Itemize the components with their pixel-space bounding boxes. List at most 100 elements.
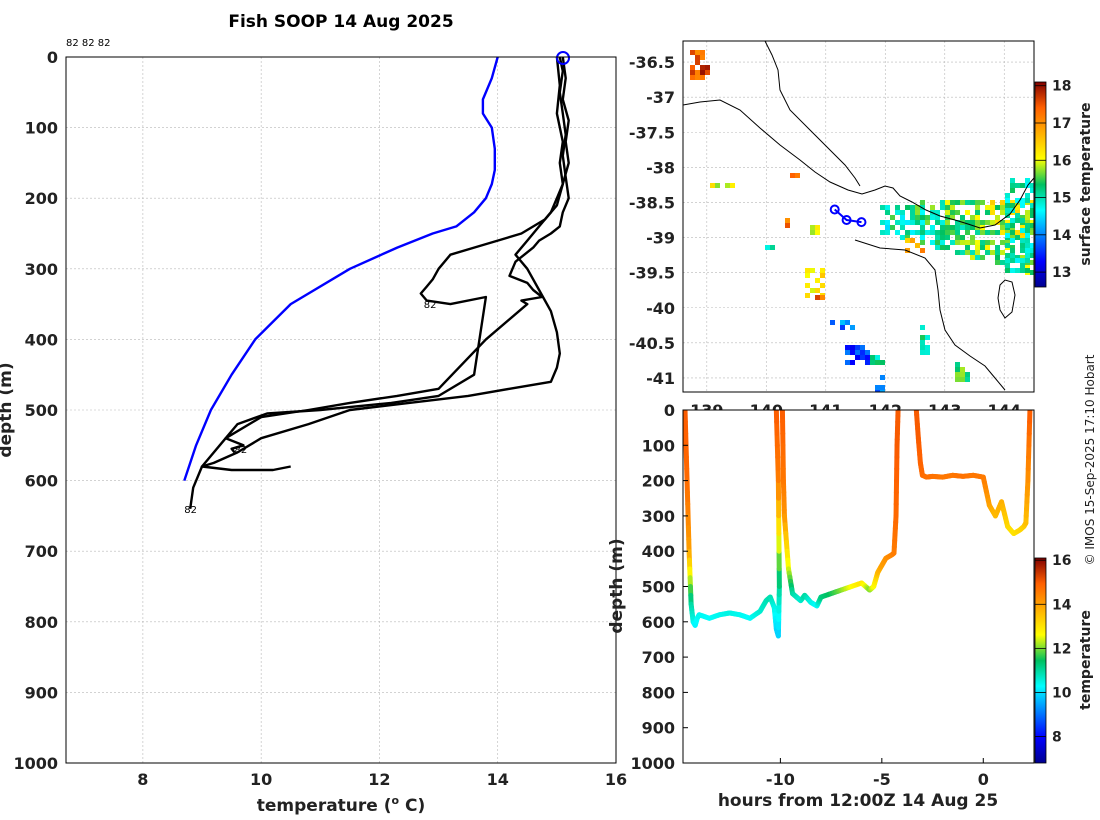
sst-pixel [940,245,945,250]
sst-pixel [695,70,700,75]
sst-pixel [1030,203,1034,208]
sst-pixel [700,50,705,55]
sst-pixel [895,230,900,235]
sst-pixel [840,325,845,330]
sst-pixel [1010,248,1015,253]
sst-pixel [790,173,795,178]
temperature-colorbar-tick-label: 14 [1052,597,1072,613]
sst-colorbar-tick-label: 16 [1052,153,1071,169]
time-y-tick-label: 1000 [630,754,675,773]
sst-pixel [990,205,995,210]
sst-pixel [905,238,910,243]
sst-pixel [695,50,700,55]
sst-pixel [960,367,965,372]
sst-pixel [980,200,985,205]
map-y-tick-label: -40 [646,299,675,318]
sst-pixel [885,205,890,210]
sst-pixel [1030,253,1034,258]
sst-pixel [1030,220,1034,225]
time-y-tick-label: 0 [664,401,675,420]
sst-pixel [1020,198,1025,203]
sst-pixel [870,360,875,365]
temperature-colorbar-tick-label: 10 [1052,685,1072,701]
sst-pixel [930,215,935,220]
sst-pixel [1015,183,1020,188]
sst-pixel [1025,258,1030,263]
sst-pixel [945,230,950,235]
sst-pixel [1020,268,1025,273]
watermark: © IMOS 15-Sep-2025 17:10 Hobart [1083,354,1097,565]
sst-pixel [955,377,960,382]
sst-pixel [960,225,965,230]
sst-pixel [850,350,855,355]
sst-pixel [995,250,1000,255]
sst-pixel [890,225,895,230]
sst-pixel [1025,268,1030,273]
sst-pixel [1005,253,1010,258]
sst-pixel [925,215,930,220]
y-tick-label: 900 [25,683,58,702]
sst-pixel [1005,220,1010,225]
sst-pixels [690,50,1034,392]
sst-pixel [965,245,970,250]
x-tick-label: 16 [605,770,627,789]
time-y-tick-label: 400 [642,542,675,561]
climatology-line [183,57,499,481]
sst-pixel [1015,255,1020,260]
sst-pixel [935,240,940,245]
sst-pixel [995,220,1000,225]
sst-pixel [1020,218,1025,223]
sst-pixel [975,220,980,225]
sst-pixel [1015,205,1020,210]
sst-pixel [945,225,950,230]
sst-pixel [930,205,935,210]
time-y-tick-label: 700 [642,648,675,667]
sst-pixel [1000,260,1005,265]
sst-pixel [910,210,915,215]
sst-pixel [1010,188,1015,193]
x-tick-label: 12 [368,770,390,789]
sst-pixel [950,225,955,230]
sst-pixel [1010,200,1015,205]
map-y-tick-label: -37 [646,88,675,107]
sst-pixel [975,205,980,210]
sst-pixel [960,215,965,220]
sst-pixel [965,250,970,255]
sst-pixel [950,230,955,235]
sst-pixel [850,325,855,330]
sst-pixel [1010,238,1015,243]
sst-pixel [1010,183,1015,188]
sst-pixel [805,293,810,298]
sst-pixel [990,250,995,255]
sst-pixel [910,215,915,220]
sst-pixel [965,220,970,225]
sst-pixel [920,215,925,220]
time-x-tick-label: 0 [978,770,989,789]
sst-pixel [1010,258,1015,263]
sst-pixel [1005,223,1010,228]
y-tick-label: 1000 [13,754,58,773]
sst-pixel [980,230,985,235]
sst-pixel [845,345,850,350]
sst-pixel [980,245,985,250]
sst-colorbar-tick-label: 13 [1052,265,1071,281]
sst-pixel [915,215,920,220]
sst-pixel [950,210,955,215]
sst-pixel [940,220,945,225]
sst-pixel [995,255,1000,260]
sst-pixel [980,240,985,245]
sst-pixel [770,245,775,250]
sst-pixel [990,220,995,225]
sst-pixel [850,360,855,365]
sst-pixel [915,205,920,210]
sst-pixel [960,235,965,240]
time-y-tick-label: 300 [642,507,675,526]
sst-pixel [960,377,965,382]
sst-pixel [930,225,935,230]
sst-pixel [910,205,915,210]
sst-pixel [1025,238,1030,243]
map-y-tick-label: -38.5 [629,193,675,212]
sst-pixel [865,360,870,365]
y-tick-label: 200 [25,189,58,208]
